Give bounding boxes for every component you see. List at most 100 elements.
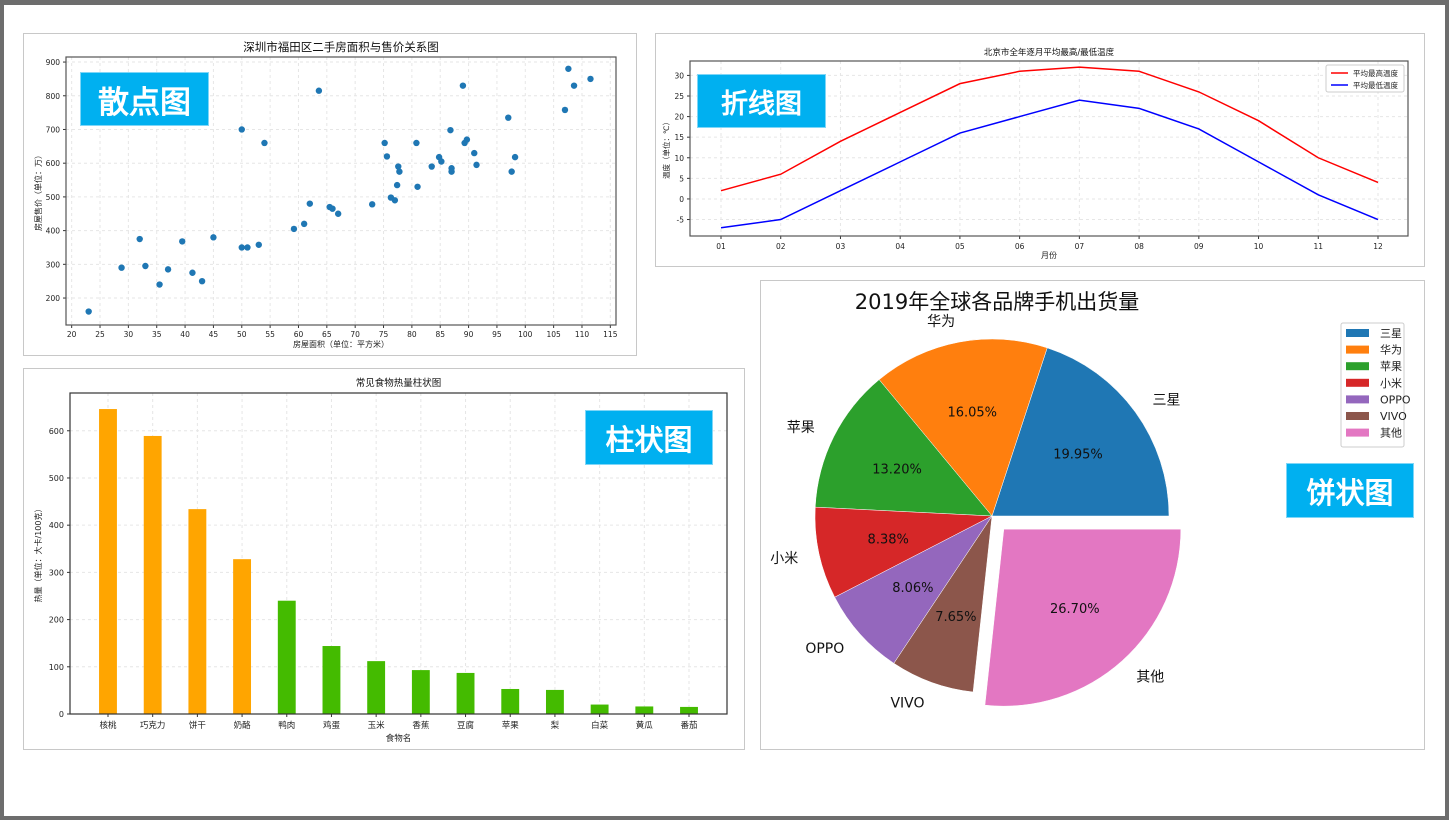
pie-value-label: 16.05% [947,406,997,421]
pie-category-label: VIVO [890,695,924,711]
scatter-point [391,197,399,204]
scatter-point [238,244,245,251]
x-tick-label: 70 [350,330,360,339]
scatter-badge: 散点图 [80,72,209,126]
chart-title: 2019年全球各品牌手机出货量 [855,290,1139,314]
scatter-point [164,266,172,273]
bar [590,704,609,714]
scatter-point [414,183,421,190]
bar [635,706,654,714]
y-tick-label: 500 [49,474,64,483]
x-tick-label: 梨 [551,720,560,731]
y-axis-label: 热量（单位：大卡/100克） [33,505,43,603]
scatter-point [300,220,308,228]
y-tick-label: 700 [46,125,61,134]
x-tick-label: 90 [464,330,474,339]
scatter-point [244,244,251,251]
x-tick-label: 40 [180,330,190,339]
y-tick-label: 500 [46,193,61,202]
legend-label: 苹果 [1380,359,1402,373]
x-tick-label: 35 [152,330,162,339]
scatter-point [118,264,125,271]
scatter-point [334,210,342,217]
x-tick-label: 95 [492,330,502,339]
x-tick-label: 60 [294,330,304,339]
scatter-point [189,269,196,276]
legend-swatch [1346,362,1369,371]
x-tick-label: 鸭肉 [278,720,295,731]
bar [367,661,386,714]
scatter-point [505,114,512,121]
scatter-point [210,234,217,241]
pie-chart: 19.95% 三星 16.05% 华为 13.20% 苹果 8.38% 小米 8.06% OPPO… [770,290,1411,711]
y-tick-label: 200 [46,294,61,303]
bar [501,688,520,714]
pie-value-label: 19.95% [1053,448,1103,463]
chart-title: 常见食物热量柱状图 [356,377,442,389]
x-tick-label: 黄瓜 [636,720,654,731]
scatter-point [255,241,262,248]
x-tick-label: 100 [518,330,533,339]
scatter-chart: 20 25 30 35 40 45 50 55 60 65 70 75 80 85 90 95 100 105 11… [33,40,618,349]
scatter-point [142,262,149,270]
legend-swatch [1346,412,1369,420]
scatter-point [511,153,519,161]
y-tick-label: 400 [49,521,64,530]
pie-value-label: 8.06% [892,581,933,596]
scatter-point [438,158,445,165]
pie-panel: 19.95% 三星 16.05% 华为 13.20% 苹果 8.38% 小米 8.06% OPPO… [760,280,1425,750]
x-tick-label: 鸡蛋 [323,720,341,731]
bar [188,509,207,714]
y-tick-label: 15 [674,133,684,142]
x-tick-label: 白菜 [591,720,609,731]
plot-frame [65,56,617,326]
x-tick-label: 115 [603,330,618,339]
bar [277,600,296,714]
x-tick-label: 105 [546,330,561,339]
x-tick-label: 80 [407,330,417,339]
pie-category-label: 苹果 [787,420,815,436]
bar-chart: 0 100 200 300 400 500 600 核桃 巧克力 饼干 奶酪 鸭肉 鸡蛋 玉米 香蕉 豆腐 苹果… [33,377,728,744]
bar [680,706,698,714]
scatter-point [238,126,245,133]
y-tick-label: 400 [46,227,61,236]
plot-frame [689,60,1409,237]
scatter-point [413,139,420,147]
legend-swatch [1346,378,1369,387]
page: 20 25 30 35 40 45 50 55 60 65 70 75 80 85 90 95 100 105 11… [4,5,1445,816]
x-tick-label: 07 [1075,242,1085,251]
legend-swatch [1346,345,1369,354]
x-tick-label: 核桃 [99,720,117,731]
chart-title: 北京市全年逐月平均最高/最低温度 [984,47,1115,58]
x-axis-label: 月份 [1041,250,1057,260]
x-tick-label: 06 [1015,242,1025,251]
x-tick-label: 09 [1194,242,1204,251]
scatter-point [473,161,480,169]
y-axis-label: 房屋售价（单位：万） [33,151,43,231]
pie-value-label: 13.20% [872,462,922,477]
scatter-point [393,181,401,189]
scatter-point [198,277,206,285]
bar [322,646,341,714]
pie-category-label: 小米 [770,551,798,567]
pie-slice [834,515,993,664]
scatter-point [395,163,402,170]
scatter-point [396,168,403,175]
legend-swatch [1346,329,1369,337]
y-tick-label: 5 [679,174,684,183]
pie-category-label: OPPO [805,641,844,657]
line-series [720,99,1379,229]
bar [456,672,475,714]
y-tick-label: 25 [674,92,684,101]
scatter-point [447,126,454,134]
x-tick-label: 20 [67,330,77,339]
legend-swatch [1346,428,1369,437]
legend-label: 平均最高温度 [1353,68,1398,78]
x-tick-label: 饼干 [189,720,207,731]
scatter-point [85,308,92,315]
y-tick-label: 800 [46,92,61,101]
legend-label: OPPO [1380,393,1411,406]
x-tick-label: 01 [716,242,726,251]
pie-slice [814,506,993,598]
legend-label: 其他 [1380,427,1402,440]
